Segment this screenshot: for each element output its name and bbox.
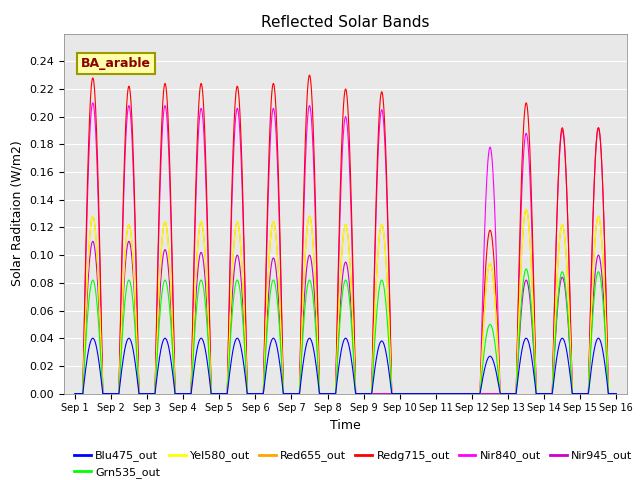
- Title: Reflected Solar Bands: Reflected Solar Bands: [261, 15, 430, 30]
- Legend: Blu475_out, Grn535_out, Yel580_out, Red655_out, Redg715_out, Nir840_out, Nir945_: Blu475_out, Grn535_out, Yel580_out, Red6…: [70, 446, 637, 480]
- Text: BA_arable: BA_arable: [81, 57, 151, 70]
- Y-axis label: Solar Raditaion (W/m2): Solar Raditaion (W/m2): [11, 141, 24, 287]
- X-axis label: Time: Time: [330, 419, 361, 432]
